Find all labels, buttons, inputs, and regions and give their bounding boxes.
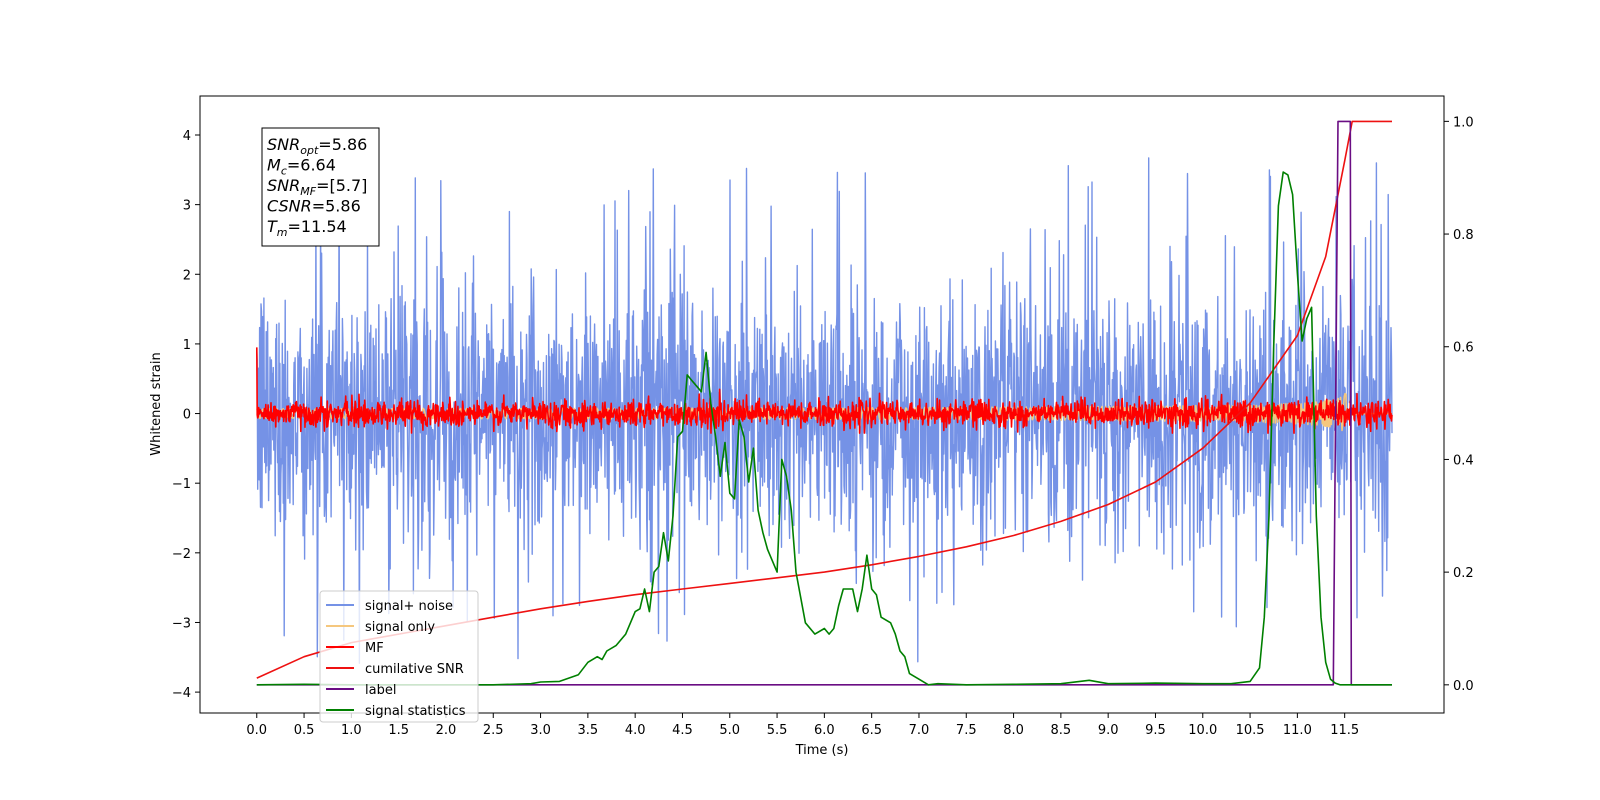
annotation-value: =5.86 xyxy=(318,135,367,154)
y2-tick-label: 1.0 xyxy=(1453,115,1474,130)
annotation-subscript: opt xyxy=(300,144,319,157)
x-tick-label: 3.5 xyxy=(578,723,599,738)
annotation-symbol: T xyxy=(267,217,278,236)
annotation-subscript: c xyxy=(281,165,287,178)
x-tick-label: 7.0 xyxy=(909,723,930,738)
y-tick-label: −4 xyxy=(172,686,191,701)
x-tick-label: 5.5 xyxy=(767,723,788,738)
annotation-value: =5.86 xyxy=(312,197,361,216)
legend-label: cumilative SNR xyxy=(365,662,464,677)
y-axis-label: Whitened strain xyxy=(149,352,164,455)
y-tick-label: −3 xyxy=(172,616,191,631)
x-tick-label: 4.0 xyxy=(625,723,646,738)
y-tick-label: 0 xyxy=(183,408,191,423)
x-tick-label: 0.5 xyxy=(294,723,315,738)
annotation-line: Tm=11.54 xyxy=(267,217,347,239)
y-tick-label: 1 xyxy=(183,338,191,353)
annotation-subscript: MF xyxy=(300,185,316,198)
x-tick-label: 6.0 xyxy=(814,723,835,738)
y2-tick-label: 0.2 xyxy=(1453,566,1474,581)
x-axis-label: Time (s) xyxy=(795,743,849,758)
y-tick-label: 2 xyxy=(183,268,191,283)
y2-tick-label: 0.6 xyxy=(1453,341,1474,356)
x-tick-label: 1.0 xyxy=(341,723,362,738)
legend: signal+ noise signal only MF cumilative SNR… xyxy=(319,590,479,723)
annotation-symbol: CSNR xyxy=(267,197,312,216)
y-axis-right: 0.0 0.2 0.4 0.6 0.8 1.0 xyxy=(1444,115,1474,694)
annotation-value: =11.54 xyxy=(288,217,347,236)
x-tick-label: 5.0 xyxy=(719,723,740,738)
x-tick-label: 10.0 xyxy=(1188,723,1217,738)
x-tick-label: 0.0 xyxy=(246,723,267,738)
legend-label: signal+ noise xyxy=(365,599,453,614)
annotation-value: =6.64 xyxy=(287,156,336,175)
x-tick-label: 4.5 xyxy=(672,723,693,738)
annotation-symbol: SNR xyxy=(267,176,300,195)
annotation-symbol: SNR xyxy=(267,135,300,154)
x-tick-label: 2.0 xyxy=(436,723,457,738)
x-tick-label: 1.5 xyxy=(388,723,409,738)
annotation-line: CSNR=5.86 xyxy=(267,197,361,216)
x-tick-label: 11.0 xyxy=(1283,723,1312,738)
y-tick-label: −1 xyxy=(172,477,191,492)
y-tick-label: −2 xyxy=(172,547,191,562)
annotation-subscript: m xyxy=(277,226,288,239)
x-tick-label: 2.5 xyxy=(483,723,504,738)
legend-label: signal statistics xyxy=(365,704,466,719)
x-tick-label: 8.0 xyxy=(1003,723,1024,738)
x-tick-label: 9.5 xyxy=(1145,723,1166,738)
annotation-line: SNRopt=5.86 xyxy=(267,135,367,157)
series-line-mf xyxy=(256,347,1393,434)
x-tick-label: 6.5 xyxy=(861,723,882,738)
annotation-line: SNRMF=[5.7] xyxy=(267,176,367,198)
annotation-line: Mc=6.64 xyxy=(267,156,336,178)
axes-frame xyxy=(199,95,1445,714)
x-tick-label: 7.5 xyxy=(956,723,977,738)
y2-tick-label: 0.0 xyxy=(1453,679,1474,694)
y-tick-label: 3 xyxy=(183,199,191,214)
x-tick-label: 10.5 xyxy=(1236,723,1265,738)
y-tick-label: 4 xyxy=(183,129,191,144)
legend-label: label xyxy=(365,683,396,698)
annotation-value: =[5.7] xyxy=(316,176,367,195)
legend-label: MF xyxy=(365,641,384,656)
y2-tick-label: 0.4 xyxy=(1453,453,1474,468)
y2-tick-label: 0.8 xyxy=(1453,228,1474,243)
series-line-signal-statistics xyxy=(256,171,1392,686)
annotation-symbol: M xyxy=(267,156,281,175)
x-axis: 0.0 0.5 1.0 1.5 2.0 2.5 3.0 3.5 4.0 4.5 5.0 5.5 6.0 6… xyxy=(246,713,1359,738)
x-tick-label: 9.0 xyxy=(1098,723,1119,738)
x-tick-label: 8.5 xyxy=(1051,723,1072,738)
legend-label: signal only xyxy=(365,620,435,635)
x-tick-label: 3.0 xyxy=(530,723,551,738)
annotation-box: SNRopt=5.86Mc=6.64SNRMF=[5.7]CSNR=5.86Tm… xyxy=(261,127,380,247)
x-tick-label: 11.5 xyxy=(1330,723,1359,738)
y-axis-left: −4 −3 −2 −1 0 1 2 3 4 xyxy=(172,129,200,701)
